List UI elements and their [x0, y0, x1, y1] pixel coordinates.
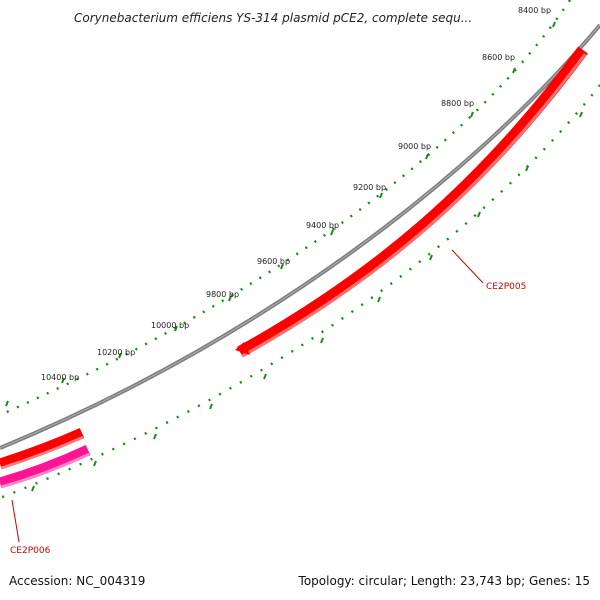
gene-ce2p005-arrowhead [235, 342, 250, 355]
major-tick [209, 403, 213, 410]
major-tick [61, 377, 65, 384]
major-tick [118, 352, 122, 359]
major-tick [153, 433, 157, 440]
major-tick [263, 373, 267, 380]
gene-ce2p005-highlight [241, 53, 587, 358]
major-tick-marks [5, 21, 583, 492]
ruler-label: 8400 bp [518, 6, 551, 15]
gene-ce2p006-leader [11, 499, 20, 543]
major-tick [512, 67, 516, 74]
outer-tick-ring [0, 0, 571, 417]
gene-ce2p006-pink-arc[interactable] [0, 445, 91, 489]
ruler-label: 9000 bp [398, 142, 431, 151]
gene-ce2p006-pink-highlight [0, 452, 90, 489]
gene-ce2p005-arc[interactable] [237, 46, 588, 358]
major-tick [228, 295, 232, 302]
backbone-circle [0, 23, 600, 450]
ruler-label: 8800 bp [441, 99, 474, 108]
major-tick [477, 211, 481, 218]
major-tick [552, 21, 556, 28]
major-tick [377, 296, 381, 303]
ruler-labels: 8400 bp 8600 bp 8800 bp 9000 bp 9200 bp 9400 … [41, 6, 551, 382]
major-tick [470, 111, 474, 118]
gene-label-ce2p006[interactable]: CE2P006 [10, 546, 51, 556]
ruler-label: 10200 bp [97, 348, 135, 357]
ruler-label: 8600 bp [482, 53, 515, 62]
ruler-label: 10000 bp [151, 321, 189, 330]
ruler-label: 9600 bp [257, 257, 290, 266]
gene-label-ce2p005[interactable]: CE2P005 [486, 282, 526, 292]
summary-text: Topology: circular; Length: 23,743 bp; G… [298, 574, 590, 588]
gene-ce2p005-leader [451, 249, 484, 284]
map-title: Corynebacterium efficiens YS-314 plasmid… [74, 11, 472, 25]
major-tick [174, 325, 178, 332]
major-tick [330, 229, 334, 236]
major-tick [579, 111, 583, 118]
gene-ce2p006-red-highlight [0, 435, 84, 470]
ruler-label: 10400 bp [41, 373, 79, 382]
ruler-label: 9200 bp [353, 183, 386, 192]
major-tick [31, 485, 35, 492]
gene-ce2p006-red-arc[interactable] [0, 427, 85, 470]
major-tick [379, 192, 383, 199]
ruler-label: 9800 bp [206, 290, 239, 299]
major-tick [525, 165, 529, 172]
major-tick [320, 337, 324, 344]
major-tick [280, 263, 284, 270]
major-tick [93, 460, 97, 467]
accession-text: Accession: NC_004319 [9, 574, 145, 588]
ruler-label: 9400 bp [306, 221, 339, 230]
major-tick [429, 254, 433, 261]
major-tick [425, 153, 429, 160]
major-tick [5, 400, 9, 407]
backbone-highlight [0, 24, 600, 449]
